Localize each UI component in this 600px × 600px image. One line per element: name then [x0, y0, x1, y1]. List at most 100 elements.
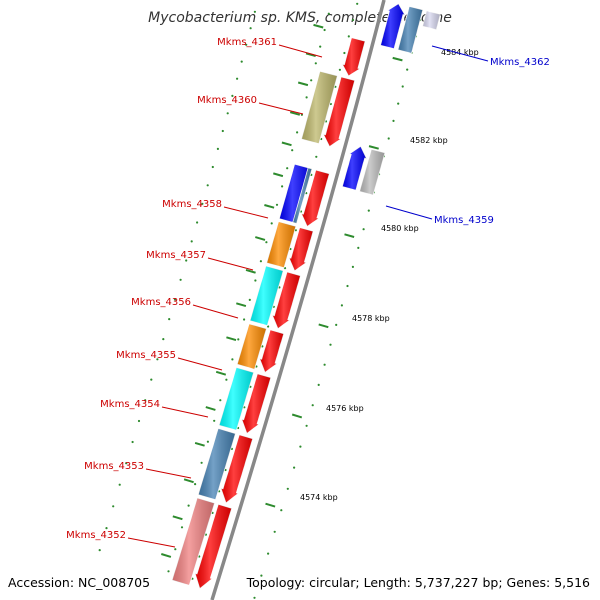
inner-scale-dots	[236, 77, 239, 80]
forward-gene-arrow-Mkms_4360-shading	[323, 76, 355, 147]
inner-scale-dots	[211, 165, 214, 169]
outer-scale-dots	[338, 68, 341, 71]
kbp-tick	[291, 413, 303, 419]
mid-scale-dots	[265, 241, 268, 244]
mid-scale-dots	[237, 338, 240, 341]
mid-scale-dots	[254, 279, 257, 282]
right-scale-dots	[329, 343, 332, 346]
inner-scale-dots	[105, 527, 108, 530]
right-scale-dots	[340, 304, 343, 307]
gene-label-Mkms_4358: Mkms_4358	[162, 199, 222, 210]
kbp-tick	[265, 502, 276, 508]
scale-tick	[305, 52, 316, 57]
outer-scale-dots	[351, 18, 355, 22]
mid-scale-dots	[291, 149, 294, 152]
gene-features	[171, 3, 441, 590]
inner-scale-dots	[156, 358, 159, 361]
right-scale-dots	[280, 509, 283, 512]
gene-label-Mkms_4356: Mkms_4356	[131, 297, 191, 308]
mid-scale-dots	[187, 504, 190, 507]
inner-scale-dots	[216, 147, 219, 150]
gene-label-Mkms_4357: Mkms_4357	[146, 250, 206, 261]
leader-line	[192, 304, 239, 319]
leader-line	[385, 205, 433, 220]
gene-label-Mkms_4355: Mkms_4355	[116, 350, 176, 361]
right-scale-dots	[317, 383, 320, 386]
leader-line	[278, 44, 323, 58]
gene-label-Mkms_4361: Mkms_4361	[217, 37, 277, 48]
mid-scale-dots	[206, 440, 209, 443]
scale-tick	[281, 141, 292, 147]
inner-scale-dots	[196, 221, 199, 224]
inner-scale-dots	[131, 440, 134, 444]
right-scale-dots	[387, 137, 390, 140]
right-scale-dots	[367, 209, 370, 212]
inner-scale-dots	[206, 184, 209, 187]
backbone-line	[210, 0, 386, 600]
gene-label-Mkms_4352: Mkms_4352	[66, 530, 126, 541]
topology-text: Topology: circular; Length: 5,737,227 bp…	[246, 575, 590, 590]
leader-line	[207, 257, 254, 271]
cog-block-Mkms_4359-shading	[359, 149, 385, 196]
inner-scale-dots	[179, 278, 182, 281]
mid-scale-dots	[194, 483, 197, 486]
right-scale-dots	[357, 246, 360, 249]
kbp-tick	[368, 145, 379, 150]
cog-block-Mkms_4357-shading	[266, 221, 296, 268]
scale-tick	[273, 172, 284, 178]
inner-scale-dots	[231, 94, 234, 97]
scale-tick	[313, 23, 324, 29]
right-scale-dots	[253, 596, 256, 599]
inner-scale-dots	[190, 240, 193, 243]
right-scale-dots	[311, 404, 314, 407]
inner-scale-dots	[137, 419, 141, 423]
scale-tick	[297, 81, 309, 87]
leader-line	[127, 537, 176, 548]
inner-scale-dots	[162, 338, 165, 341]
scale-tick	[236, 302, 247, 308]
mid-scale-dots	[200, 461, 203, 464]
mid-scale-dots	[310, 79, 313, 82]
outer-scale-dots	[315, 155, 318, 158]
reverse-gene-arrow-Mkms_4359-shading	[342, 146, 367, 191]
mid-scale-dots	[248, 298, 251, 301]
scale-tick	[245, 268, 256, 274]
forward-gene-arrow-Mkms_4361-shading	[342, 37, 366, 76]
kbp-label: 4584 kbp	[441, 48, 479, 57]
accession-text: Accession: NC_008705	[8, 575, 151, 590]
scale-tick	[264, 204, 275, 209]
cog-block-Mkms_4360-shading	[301, 71, 338, 144]
genome-backbone	[210, 0, 386, 600]
mid-scale-dots	[296, 131, 299, 134]
mid-scale-dots	[219, 399, 222, 402]
mid-scale-dots	[319, 45, 322, 48]
kbp-tick	[318, 323, 329, 329]
inner-scale-dots	[221, 129, 224, 133]
gene-label-Mkms_4362: Mkms_4362	[490, 57, 550, 68]
scale-tick	[183, 478, 194, 484]
right-scale-dots	[397, 102, 400, 105]
right-scale-dots	[323, 363, 326, 366]
mid-scale-dots	[259, 260, 262, 263]
kbp-tick	[344, 233, 355, 238]
leader-line	[177, 357, 223, 371]
leader-line	[161, 406, 209, 418]
inner-scale-dots	[253, 10, 256, 13]
gene-label-Mkms_4359: Mkms_4359	[434, 215, 494, 226]
scale-tick	[215, 370, 227, 376]
leader-line	[431, 45, 489, 62]
inner-scale-dots	[125, 462, 128, 465]
kbp-label: 4582 kbp	[410, 136, 448, 145]
map-title: Mycobacterium sp. KMS, complete genome	[148, 10, 452, 26]
scale-tick	[194, 441, 205, 447]
cog-block-Mkms_4353-shading	[198, 428, 236, 500]
inner-scale-dots	[98, 549, 101, 552]
right-scale-dots	[260, 574, 263, 577]
right-scale-dots	[351, 265, 354, 268]
forward-gene-arrow-Mkms_4354-shading	[241, 373, 271, 434]
right-scale-dots	[401, 85, 404, 88]
scale-tick	[289, 111, 301, 116]
mid-scale-dots	[225, 378, 228, 381]
scale-tick	[226, 336, 237, 342]
cog-block-extra-shading	[292, 167, 312, 224]
